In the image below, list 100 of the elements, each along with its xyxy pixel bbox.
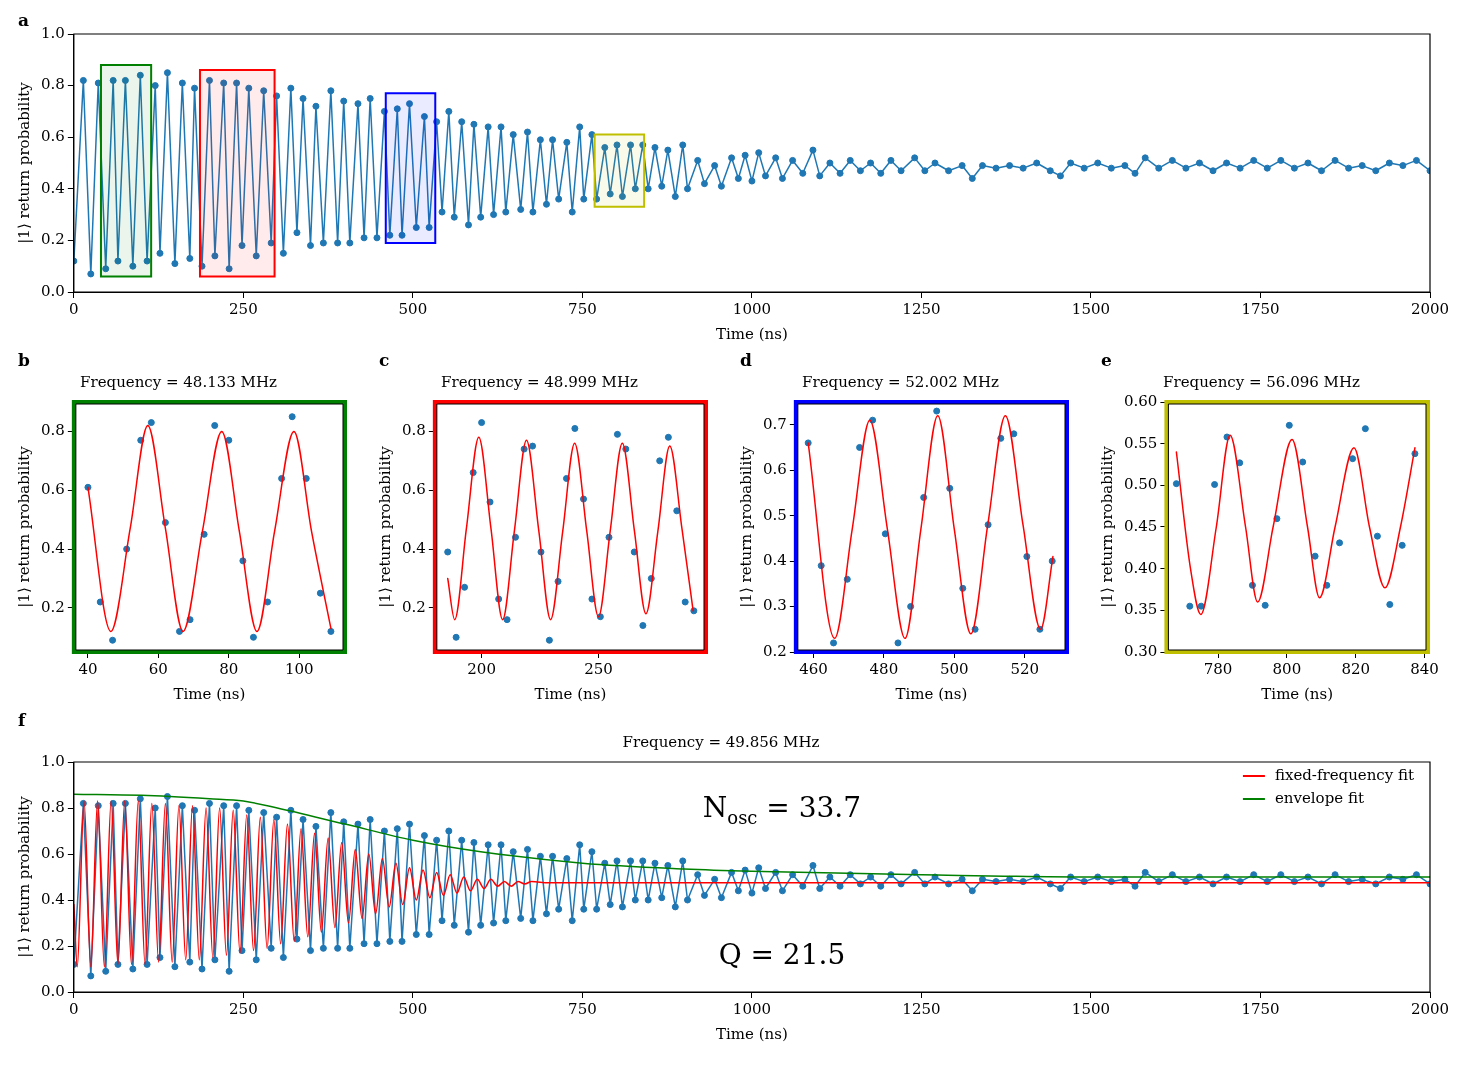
y-tick-label: 0.4 [41, 178, 65, 197]
x-tick-label: 500 [398, 999, 428, 1018]
x-tick-label: 0 [69, 999, 79, 1018]
x-axis-title: Time (ns) [895, 684, 968, 703]
point [478, 419, 486, 427]
point [545, 636, 553, 644]
point [249, 633, 257, 641]
x-tick-label: 750 [568, 299, 597, 318]
x-tick-label: 1250 [902, 999, 941, 1018]
y-tick-label: 0.2 [41, 230, 65, 249]
line-series [73, 793, 1430, 878]
point [562, 474, 570, 482]
point [1197, 602, 1205, 610]
y-axis-title: |1⟩ return probability [1097, 445, 1116, 608]
point [1373, 532, 1381, 540]
y-tick-label: 0.6 [763, 460, 787, 479]
y-tick-label: 0.3 [763, 596, 787, 615]
point [288, 413, 296, 421]
y-tick-label: 0.2 [41, 597, 65, 616]
x-axis-title: Time (ns) [534, 684, 607, 703]
y-tick-label: 0.45 [1123, 516, 1158, 535]
y-tick-label: 0.6 [402, 480, 426, 499]
point [264, 598, 272, 606]
point [681, 598, 689, 606]
point [881, 530, 889, 538]
y-tick-label: 0.2 [41, 935, 65, 954]
point [1299, 458, 1307, 466]
y-tick-label: 0.60 [1123, 391, 1158, 410]
y-tick-label: 0.0 [41, 981, 65, 1000]
y-tick-label: 0.30 [1123, 641, 1158, 660]
y-axis-title: |1⟩ return probability [14, 795, 33, 958]
y-tick-label: 0.6 [41, 480, 65, 499]
y-tick-label: 0.4 [763, 550, 787, 569]
x-tick-label: 840 [1410, 659, 1439, 678]
point [656, 457, 664, 465]
point [529, 442, 537, 450]
y-tick-label: 0.0 [41, 281, 65, 300]
point [461, 583, 469, 591]
x-tick-label: 1000 [732, 299, 772, 318]
y-tick-label: 0.4 [402, 538, 426, 557]
point [639, 622, 647, 630]
x-tick-label: 60 [148, 659, 168, 678]
x-tick-label: 1250 [902, 299, 941, 318]
y-tick-label: 0.2 [402, 597, 426, 616]
y-tick-label: 0.4 [41, 889, 65, 908]
text: c [379, 350, 390, 370]
y-tick-label: 0.5 [763, 505, 787, 524]
point [1211, 481, 1219, 488]
point [1311, 552, 1319, 560]
x-tick-label: 1500 [1071, 299, 1111, 318]
y-tick-label: 0.4 [41, 538, 65, 557]
point [571, 424, 579, 432]
x-tick-label: 1750 [1241, 999, 1280, 1018]
chart-title: Frequency = 48.133 MHz [80, 372, 278, 391]
point [1261, 601, 1269, 609]
point [211, 422, 219, 430]
x-tick-label: 480 [869, 659, 899, 678]
x-tick-label: 2000 [1410, 299, 1450, 318]
y-axis-title: |1⟩ return probability [14, 445, 33, 608]
text: e [1101, 350, 1112, 370]
x-axis-title: Time (ns) [1261, 684, 1334, 703]
point [1386, 601, 1394, 608]
x-axis-title: Time (ns) [716, 1024, 788, 1043]
point [327, 627, 335, 635]
x-tick-label: 500 [940, 659, 969, 678]
y-tick-label: 0.6 [41, 127, 65, 146]
point [444, 548, 452, 556]
point [1285, 421, 1293, 429]
text: a [18, 10, 30, 30]
chart-title: Frequency = 52.002 MHz [802, 372, 1000, 391]
point [503, 616, 511, 624]
text: d [740, 350, 752, 370]
legend-label: envelope fit [1274, 788, 1364, 807]
x-tick-label: 460 [799, 659, 828, 678]
point [109, 636, 117, 644]
x-tick-label: 1500 [1071, 999, 1111, 1018]
y-tick-label: 0.7 [763, 414, 787, 433]
x-tick-label: 1000 [732, 999, 772, 1018]
x-tick-label: 520 [1010, 659, 1040, 678]
x-axis-title: Time (ns) [173, 684, 246, 703]
point [1361, 425, 1369, 433]
point [1336, 539, 1344, 547]
legend-label: fixed-frequency fit [1274, 765, 1415, 784]
x-tick-label: 2000 [1410, 999, 1450, 1018]
point [1010, 430, 1018, 438]
x-tick-label: 1750 [1241, 299, 1280, 318]
y-tick-label: 1.0 [41, 751, 65, 770]
x-tick-label: 80 [219, 659, 239, 678]
y-tick-label: 0.8 [41, 75, 65, 94]
x-tick-label: 800 [1272, 659, 1302, 678]
x-tick-label: 780 [1203, 659, 1233, 678]
line-series [1175, 434, 1416, 616]
chart-title: Frequency = 48.999 MHz [441, 372, 639, 391]
point [613, 430, 621, 438]
x-tick-label: 0 [69, 299, 79, 318]
point [830, 639, 838, 647]
x-tick-label: 500 [398, 299, 428, 318]
x-tick-label: 250 [229, 299, 258, 318]
point [316, 589, 324, 597]
point [856, 443, 864, 451]
